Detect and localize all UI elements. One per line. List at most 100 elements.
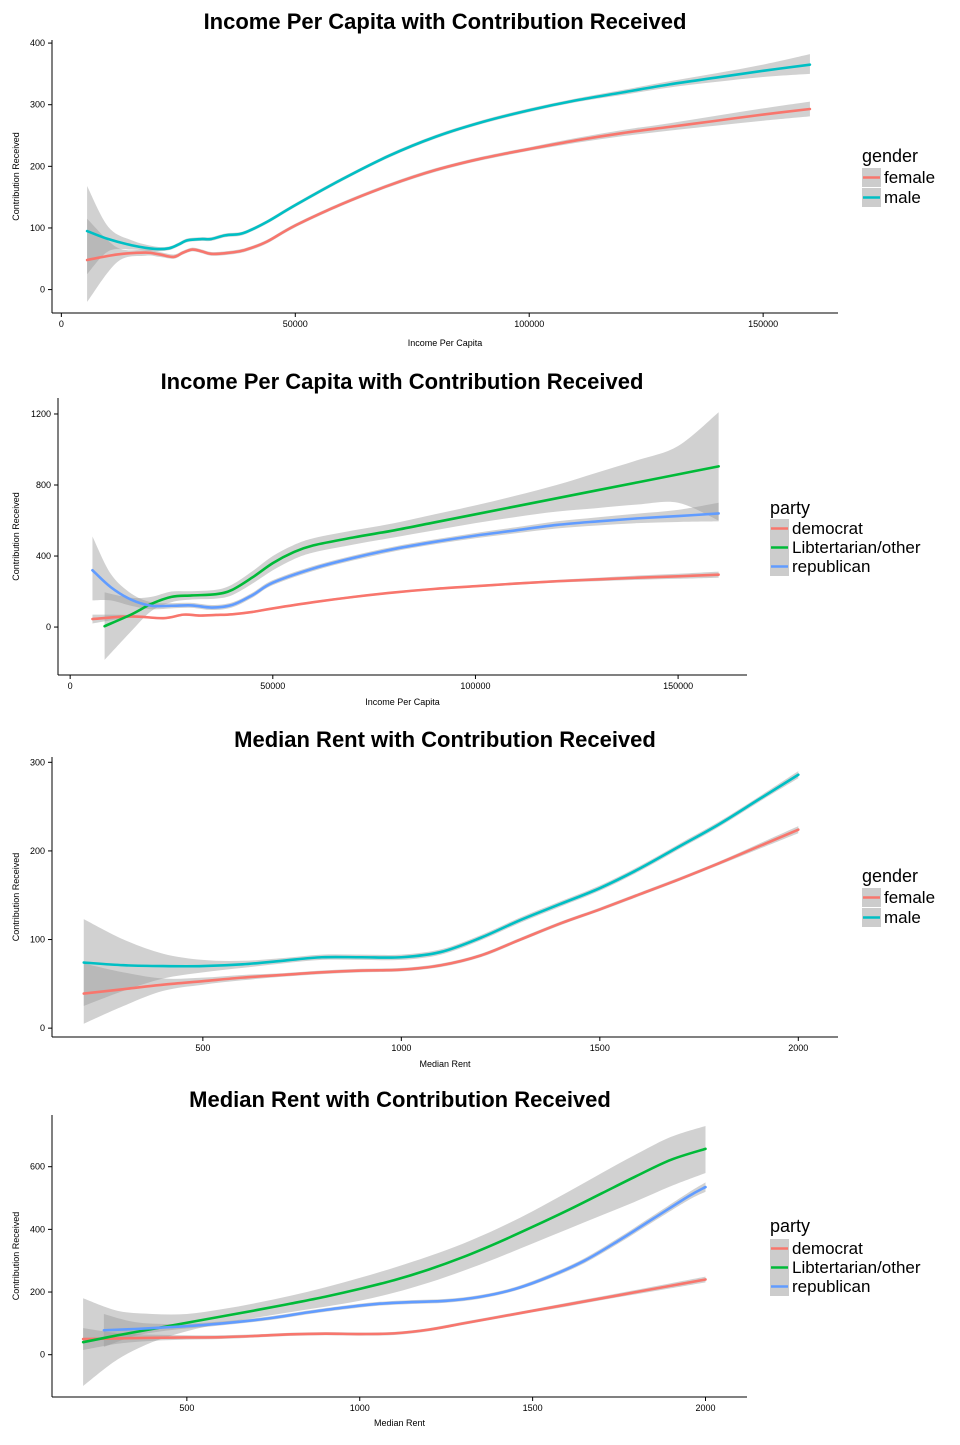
x-tick-label: 1000 <box>391 1043 411 1053</box>
y-tick-label: 200 <box>30 846 45 856</box>
x-tick-label: 2000 <box>788 1043 808 1053</box>
confidence-bands <box>87 54 810 302</box>
x-tick-label: 0 <box>59 319 64 329</box>
x-tick-label: 50000 <box>260 681 285 691</box>
x-tick-label: 150000 <box>748 319 778 329</box>
legend-label: republican <box>792 557 870 576</box>
series-line-male <box>82 773 800 968</box>
y-tick-label: 0 <box>40 1023 45 1033</box>
x-tick-label: 100000 <box>460 681 490 691</box>
legend-label: democrat <box>792 519 863 538</box>
confidence-bands <box>83 1125 706 1387</box>
confidence-band-libtertarian-other <box>104 412 719 660</box>
legend-label: democrat <box>792 1239 863 1258</box>
legend-key-female <box>862 888 881 907</box>
series-lines <box>82 773 800 995</box>
series-lines <box>81 1147 707 1344</box>
x-tick-label: 2000 <box>695 1403 715 1413</box>
y-tick-label: 400 <box>36 551 51 561</box>
y-tick-label: 400 <box>30 1224 45 1234</box>
x-tick-label: 100000 <box>514 319 544 329</box>
chart-title: Median Rent with Contribution Received <box>189 1087 611 1112</box>
chart-title: Median Rent with Contribution Received <box>234 727 656 752</box>
series-line-male <box>85 63 812 251</box>
series-line-female <box>82 828 800 995</box>
legend-key-male <box>862 188 881 207</box>
legend-key-democrat <box>770 1239 789 1258</box>
legend-key-republican <box>770 1277 789 1296</box>
legend-label: female <box>884 168 935 187</box>
legend-label: Libtertarian/other <box>792 538 921 557</box>
y-tick-label: 200 <box>30 1287 45 1297</box>
legend-title: party <box>770 498 810 518</box>
y-tick-label: 1200 <box>31 409 51 419</box>
legend: party democratLibtertarian/otherrepublica… <box>770 1216 921 1296</box>
x-axis-label: Income Per Capita <box>408 338 483 348</box>
chart-title: Income Per Capita with Contribution Rece… <box>161 369 644 394</box>
y-tick-label: 300 <box>30 757 45 767</box>
legend-title: gender <box>862 146 918 166</box>
x-axis-label: Median Rent <box>374 1418 426 1428</box>
confidence-bands <box>83 771 799 1024</box>
legend: partydemocratLibtertarian/otherrepublica… <box>770 498 921 576</box>
legend-key-democrat <box>770 519 789 538</box>
legend-label: male <box>884 908 921 927</box>
legend-key-libtertarian-other <box>770 538 789 557</box>
chart-panel-1: Income Per Capita with Contribution Rece… <box>11 9 935 348</box>
x-tick-label: 150000 <box>663 681 693 691</box>
x-tick-label: 0 <box>68 681 73 691</box>
legend-label: republican <box>792 1277 870 1296</box>
y-axis-label: Contribution Received <box>11 492 21 581</box>
confidence-band-libtertarian-other <box>83 1125 706 1387</box>
series-line-libtertarian-other <box>81 1147 707 1344</box>
y-tick-label: 0 <box>46 622 51 632</box>
chart-panel-4: Median Rent with Contribution Received 50… <box>11 1087 921 1428</box>
series-lines <box>91 465 720 628</box>
confidence-band-female <box>87 101 810 302</box>
y-tick-label: 600 <box>30 1162 45 1172</box>
series-line-libtertarian-other <box>103 465 720 628</box>
series-line-republican <box>91 512 720 609</box>
y-tick-label: 0 <box>40 285 45 295</box>
x-tick-label: 500 <box>179 1403 194 1413</box>
confidence-band-male <box>83 771 799 1006</box>
x-tick-label: 1500 <box>590 1043 610 1053</box>
x-axis-label: Median Rent <box>419 1059 471 1069</box>
x-tick-label: 1500 <box>523 1403 543 1413</box>
legend-title: party <box>770 1216 810 1236</box>
y-tick-label: 300 <box>30 100 45 110</box>
y-tick-label: 800 <box>36 480 51 490</box>
legend-title: gender <box>862 866 918 886</box>
confidence-bands <box>92 412 719 660</box>
chart-panel-2: Income Per Capita with Contribution Rece… <box>11 369 921 707</box>
y-tick-label: 100 <box>30 223 45 233</box>
series-line-female <box>85 107 812 262</box>
y-tick-label: 0 <box>40 1350 45 1360</box>
series-line-democrat <box>91 573 720 621</box>
y-axis-label: Contribution Received <box>11 132 21 221</box>
x-tick-label: 500 <box>195 1043 210 1053</box>
legend-key-libtertarian-other <box>770 1258 789 1277</box>
legend-label: Libtertarian/other <box>792 1258 921 1277</box>
y-tick-label: 400 <box>30 38 45 48</box>
y-tick-label: 100 <box>30 935 45 945</box>
series-line-democrat <box>81 1278 707 1341</box>
legend-key-female <box>862 168 881 187</box>
series-lines <box>85 63 812 262</box>
confidence-band-female <box>83 826 799 1024</box>
series-line-republican <box>102 1185 707 1332</box>
chart-panel-3: Median Rent with Contribution Received 50… <box>11 727 935 1069</box>
legend-key-male <box>862 908 881 927</box>
x-tick-label: 50000 <box>283 319 308 329</box>
y-axis-label: Contribution Received <box>11 1212 21 1301</box>
legend-label: male <box>884 188 921 207</box>
y-axis-label: Contribution Received <box>11 853 21 942</box>
chart-title: Income Per Capita with Contribution Rece… <box>204 9 687 34</box>
confidence-band-republican <box>103 1182 706 1347</box>
legend-key-republican <box>770 557 789 576</box>
y-tick-label: 200 <box>30 161 45 171</box>
